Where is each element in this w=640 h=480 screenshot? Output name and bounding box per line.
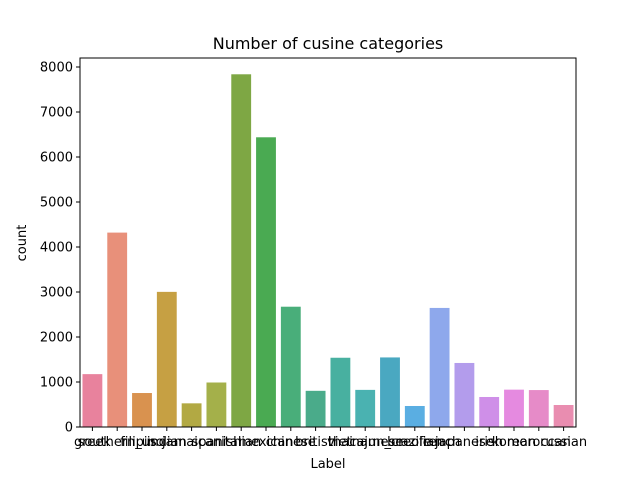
- bar-russian: [553, 405, 574, 427]
- x-axis-label: Label: [310, 457, 345, 472]
- bar-brazilian: [404, 405, 425, 427]
- bar-french: [429, 307, 450, 427]
- x-tick-label: southern_us: [78, 435, 157, 450]
- y-tick-label: 8000: [40, 61, 73, 76]
- x-tick-label: irish: [475, 435, 503, 450]
- x-tick-label: italian: [221, 435, 261, 450]
- bar-vietnamese: [355, 389, 376, 428]
- x-tick-label: spanish: [191, 435, 241, 450]
- x-tick-label: korean: [492, 435, 536, 450]
- x-tick-label: greek: [74, 435, 111, 450]
- x-tick-label: vietnamese: [327, 435, 403, 450]
- plot-frame: [79, 57, 577, 428]
- y-tick-label: 3000: [40, 286, 73, 301]
- bar-spanish: [206, 382, 227, 427]
- bar-chinese: [280, 306, 301, 427]
- x-tick-label: filipino: [120, 435, 164, 450]
- x-tick-label: jamaican: [161, 435, 221, 450]
- x-tick-label: french: [419, 435, 460, 450]
- x-tick-label: chinese: [266, 435, 316, 450]
- bar-cajun_creole: [380, 357, 400, 427]
- y-tick-label: 5000: [40, 196, 73, 211]
- y-tick-label: 4000: [40, 241, 73, 256]
- y-tick-label: 0: [65, 421, 73, 436]
- y-tick-label: 2000: [40, 331, 73, 346]
- x-tick-label: indian: [147, 435, 187, 450]
- bar-moroccan: [528, 390, 549, 427]
- bar-italian: [231, 74, 252, 427]
- bars-group: [82, 74, 574, 428]
- bar-filipino: [132, 393, 152, 427]
- y-tick-label: 1000: [40, 376, 73, 391]
- chart-title: Number of cusine categories: [213, 34, 444, 53]
- bar-jamaican: [181, 403, 202, 427]
- x-axis-ticks: greeksouthern_usfilipinoindianjamaicansp…: [74, 427, 587, 450]
- bar-greek: [82, 374, 103, 428]
- bar-japanese: [454, 362, 475, 427]
- x-tick-label: moroccan: [507, 435, 571, 450]
- y-axis-ticks: 0 1000 2000 3000 4000 5000 6000 7000 8000: [40, 61, 80, 436]
- y-tick-label: 6000: [40, 151, 73, 166]
- y-tick-label: 7000: [40, 106, 73, 121]
- bar-british: [305, 390, 326, 427]
- bar-southern_us: [107, 232, 128, 427]
- bar-thai: [330, 357, 351, 427]
- x-tick-label: cajun_creole: [349, 435, 430, 450]
- bar-mexican: [256, 137, 276, 428]
- y-axis-label: count: [15, 225, 30, 262]
- x-tick-label: british: [295, 435, 336, 450]
- bar-indian: [156, 291, 177, 427]
- bar-korean: [504, 389, 524, 427]
- x-tick-label: brazilian: [387, 435, 442, 450]
- x-tick-label: russian: [540, 435, 587, 450]
- x-tick-label: thai: [328, 435, 353, 450]
- x-tick-label: mexican: [238, 435, 293, 450]
- bar-irish: [479, 396, 500, 427]
- x-tick-label: japanese: [434, 435, 494, 450]
